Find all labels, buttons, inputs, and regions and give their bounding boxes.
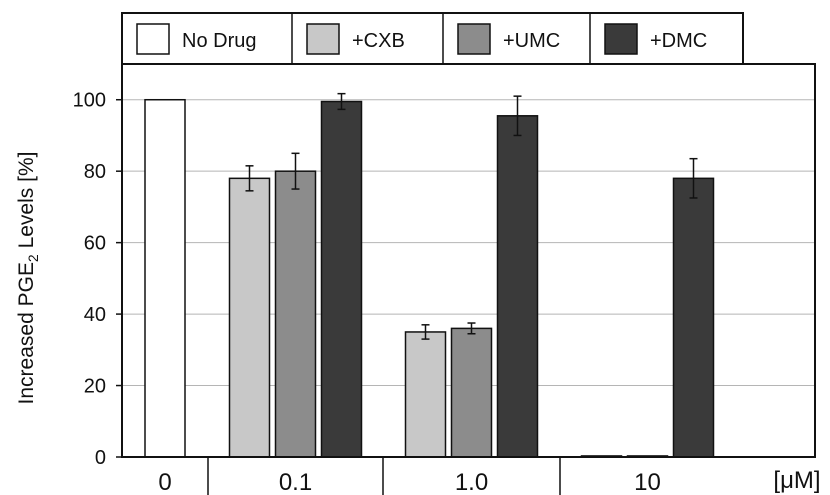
legend: No Drug +CXB +UMC +DMC — [121, 12, 744, 65]
y-axis-label-subscript: 2 — [25, 254, 41, 262]
y-tick-label: 0 — [95, 447, 106, 469]
bar-cxb-1.0 — [404, 331, 447, 458]
legend-label: +UMC — [503, 30, 560, 52]
y-tick-label: 80 — [84, 161, 106, 183]
y-tick-label: 40 — [84, 304, 106, 326]
x-axis: 0 0.1 1.0 10 — [158, 457, 661, 495]
bar-dmc-10 — [672, 177, 715, 458]
y-axis-label: Increased PGE2 Levels [%] — [15, 152, 41, 405]
x-tick-label: 1.0 — [455, 469, 488, 495]
y-tick-label: 60 — [84, 233, 106, 255]
y-axis-label-main: Increased PGE — [15, 262, 38, 404]
bar-cxb-0.1 — [228, 177, 271, 458]
legend-label: No Drug — [182, 30, 256, 52]
y-axis: 0 20 40 60 80 100 — [73, 90, 122, 469]
bar-dmc-1.0 — [496, 115, 539, 458]
y-axis-label-rest: Levels [%] — [15, 152, 38, 255]
legend-label: +DMC — [650, 30, 707, 52]
legend-swatch — [306, 23, 340, 55]
x-tick-label: 10 — [634, 469, 661, 495]
legend-swatch — [604, 23, 638, 55]
y-tick-label: 20 — [84, 376, 106, 398]
y-tick-label: 100 — [73, 90, 106, 112]
bar-nodrug-0 — [144, 98, 186, 458]
bar-umc-1.0 — [450, 327, 493, 458]
legend-swatch — [457, 23, 491, 55]
error-bars — [245, 92, 698, 340]
bar-dmc-0.1 — [320, 100, 363, 458]
legend-frame — [121, 12, 744, 65]
x-tick-label: 0 — [158, 469, 171, 495]
x-tick-label: 0.1 — [279, 469, 312, 495]
bars — [144, 98, 715, 458]
bar-umc-0.1 — [274, 170, 317, 458]
legend-swatch — [136, 23, 170, 55]
legend-label: +CXB — [352, 30, 405, 52]
x-axis-unit-label: [μM] — [773, 467, 820, 494]
